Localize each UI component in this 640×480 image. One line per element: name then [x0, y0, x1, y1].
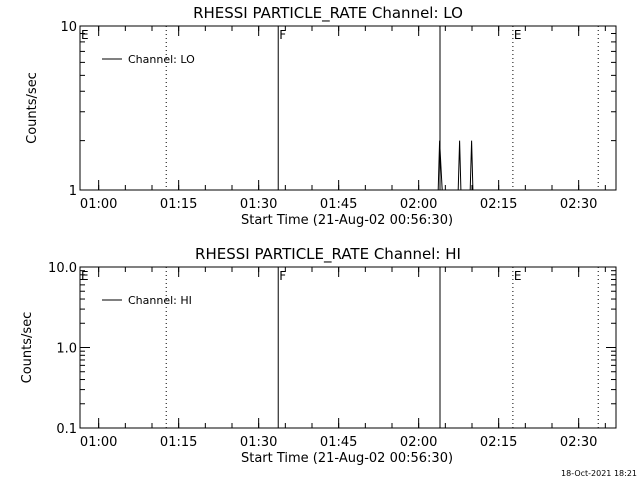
y-tick-label: 1	[69, 184, 77, 199]
event-marker-label: F	[279, 269, 286, 283]
y-tick-label: 0.1	[56, 422, 77, 437]
x-tick-label: 02:00	[400, 435, 437, 450]
event-marker-label: E	[514, 28, 522, 42]
y-axis-label: Counts/sec	[25, 72, 40, 144]
y-tick-label: 10.0	[48, 261, 77, 276]
event-marker-label: E	[514, 269, 522, 283]
plot-panels: RHESSI PARTICLE_RATE Channel: LO 1 10 01:00…	[20, 4, 617, 466]
x-tick-label: 02:15	[480, 197, 517, 212]
panel-hi: RHESSI PARTICLE_RATE Channel: HI 0.1 1.0 10…	[20, 245, 617, 466]
event-marker-label: F	[279, 28, 286, 42]
event-marker-label: E	[81, 28, 89, 42]
x-tick-label: 01:30	[240, 197, 277, 212]
legend-entry: Channel: HI	[128, 294, 192, 307]
series-line	[437, 140, 474, 191]
x-tick-label: 01:30	[240, 435, 277, 450]
x-tick-label: 01:00	[80, 197, 117, 212]
x-tick-label: 02:00	[400, 197, 437, 212]
generation-timestamp: 18-Oct-2021 18:21	[561, 469, 637, 478]
chart-title: RHESSI PARTICLE_RATE Channel: HI	[195, 245, 461, 264]
chart-title: RHESSI PARTICLE_RATE Channel: LO	[193, 4, 463, 23]
x-axis-label: Start Time (21-Aug-02 00:56:30)	[241, 213, 453, 228]
x-tick-label: 01:45	[320, 435, 357, 450]
x-tick-label: 01:15	[160, 197, 197, 212]
x-tick-label: 01:45	[320, 197, 357, 212]
x-tick-label: 01:00	[80, 435, 117, 450]
y-tick-label: 10	[60, 20, 77, 35]
plot-frame	[79, 266, 617, 429]
event-marker-label: E	[81, 269, 89, 283]
x-tick-label: 02:30	[560, 197, 597, 212]
y-tick-label: 1.0	[56, 342, 77, 357]
panel-lo: RHESSI PARTICLE_RATE Channel: LO 1 10 01:00…	[25, 4, 617, 228]
x-tick-label: 02:30	[560, 435, 597, 450]
x-tick-label: 02:15	[480, 435, 517, 450]
y-axis-label: Counts/sec	[20, 312, 35, 384]
x-tick-label: 01:15	[160, 435, 197, 450]
x-axis-label: Start Time (21-Aug-02 00:56:30)	[241, 451, 453, 466]
plot-frame	[79, 25, 617, 191]
legend-entry: Channel: LO	[128, 53, 195, 66]
